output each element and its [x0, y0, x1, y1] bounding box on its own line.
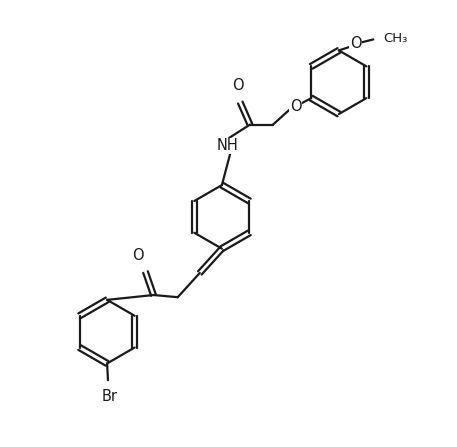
- Text: CH₃: CH₃: [383, 32, 407, 45]
- Text: O: O: [350, 36, 361, 51]
- Text: O: O: [232, 78, 244, 93]
- Text: Br: Br: [101, 389, 117, 404]
- Text: NH: NH: [216, 138, 238, 153]
- Text: O: O: [290, 99, 302, 114]
- Text: O: O: [132, 248, 143, 263]
